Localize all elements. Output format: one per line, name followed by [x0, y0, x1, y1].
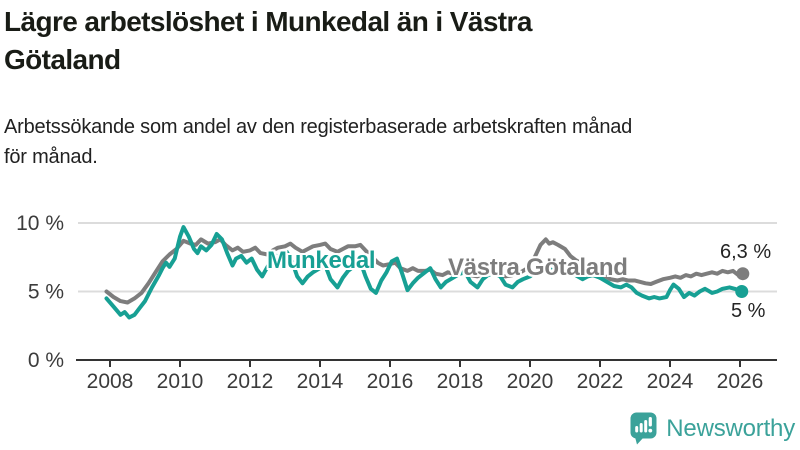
y-tick-label: 10 % [16, 212, 64, 235]
logo-bubble-tail [635, 437, 645, 445]
logo-bar2 [639, 423, 643, 433]
chart-axes: 0 % 5 % 10 % 2008 2010 2012 2014 2016 2018 2020 20… [16, 212, 777, 393]
series-label-vastra-gotaland: Västra Götaland [448, 254, 628, 281]
newsworthy-wordmark: Newsworthy [666, 414, 795, 442]
end-value-munkedal: 5 % [731, 300, 766, 322]
y-tick-label: 5 % [28, 281, 64, 304]
newsworthy-logo[interactable]: Newsworthy [630, 412, 795, 445]
x-tick-label: 2020 [507, 370, 554, 393]
chart-subtitle: Arbetssökande som andel av den registerb… [4, 112, 796, 172]
y-tick-label: 0 % [28, 349, 64, 372]
series-end-dot-munkedal [735, 285, 749, 298]
logo-bubble [630, 412, 657, 439]
x-tick-label: 2010 [157, 370, 204, 393]
page-title-line2: Götaland [4, 44, 121, 75]
chart-series [104, 225, 750, 320]
chart-subtitle-line1: Arbetssökande som andel av den registerb… [4, 116, 633, 138]
newsworthy-icon [630, 412, 657, 445]
logo-exclamation-stem [648, 417, 653, 427]
x-tick-label: 2012 [227, 370, 274, 393]
x-tick-label: 2018 [437, 370, 484, 393]
x-tick-label: 2024 [647, 370, 694, 393]
series-line-munkedal [104, 225, 744, 320]
logo-bar1 [635, 426, 639, 433]
chart-gridlines [78, 222, 777, 293]
x-tick-label: 2014 [297, 370, 344, 393]
page-title: Lägre arbetslöshet i Munkedal än i Västr… [4, 3, 796, 79]
logo-exclamation-dot [648, 428, 653, 433]
x-tick-label: 2022 [577, 370, 624, 393]
series-label-munkedal: Munkedal [267, 247, 376, 274]
end-value-vastra-gotaland: 6,3 % [720, 241, 772, 263]
series-line-vastra-gotaland [104, 237, 745, 305]
x-tick-label: 2026 [717, 370, 764, 393]
page-title-line1: Lägre arbetslöshet i Munkedal än i Västr… [4, 6, 532, 37]
x-tick-label: 2016 [367, 370, 414, 393]
x-tick-label: 2008 [87, 370, 134, 393]
series-end-dot-vastra-gotaland [736, 267, 750, 281]
logo-bar3 [644, 420, 648, 433]
chart-subtitle-line2: för månad. [4, 146, 98, 168]
